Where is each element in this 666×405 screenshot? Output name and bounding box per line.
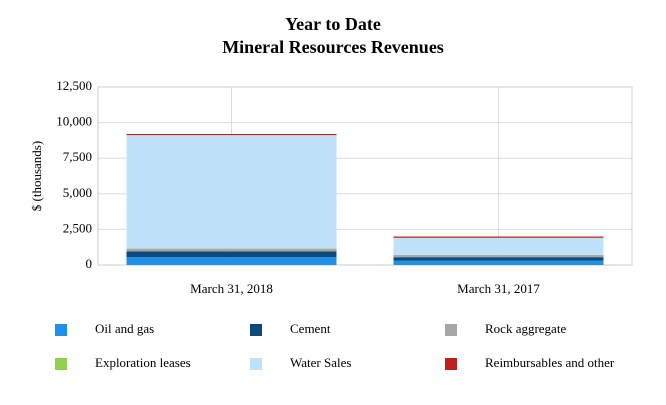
- y-tick-label: 7,500: [63, 149, 92, 164]
- y-tick-label: 10,000: [56, 114, 92, 129]
- chart-subtitle: Mineral Resources Revenues: [222, 37, 444, 57]
- legend-label: Water Sales: [290, 355, 351, 370]
- legend-swatch: [445, 324, 457, 336]
- legend-swatch: [250, 358, 262, 370]
- bar-segment: [127, 251, 337, 257]
- legend-swatch: [55, 358, 67, 370]
- legend-label: Rock aggregate: [485, 321, 566, 336]
- bar-segment: [394, 255, 604, 257]
- legend-label: Exploration leases: [95, 355, 191, 370]
- y-tick-label: 12,500: [56, 78, 92, 93]
- legend-swatch: [445, 358, 457, 370]
- bar-segment: [394, 238, 604, 255]
- legend-label: Oil and gas: [95, 321, 154, 336]
- chart-title: Year to Date: [285, 14, 381, 34]
- bar-segment: [127, 134, 337, 135]
- bar-segment: [127, 257, 337, 265]
- legend-label: Cement: [290, 321, 331, 336]
- bar-segment: [127, 135, 337, 248]
- y-tick-label: 2,500: [63, 220, 92, 235]
- y-axis-label: $ (thousands): [29, 141, 44, 211]
- y-tick-label: 0: [86, 256, 93, 271]
- x-tick-label: March 31, 2018: [190, 281, 273, 296]
- legend-swatch: [250, 324, 262, 336]
- legend-swatch: [55, 324, 67, 336]
- y-tick-label: 5,000: [63, 185, 92, 200]
- bar-segment: [394, 257, 604, 261]
- bar-segment: [394, 261, 604, 265]
- bar-segment: [394, 237, 604, 238]
- legend-label: Reimbursables and other: [485, 355, 615, 370]
- x-tick-label: March 31, 2017: [457, 281, 540, 296]
- bar-segment: [127, 249, 337, 252]
